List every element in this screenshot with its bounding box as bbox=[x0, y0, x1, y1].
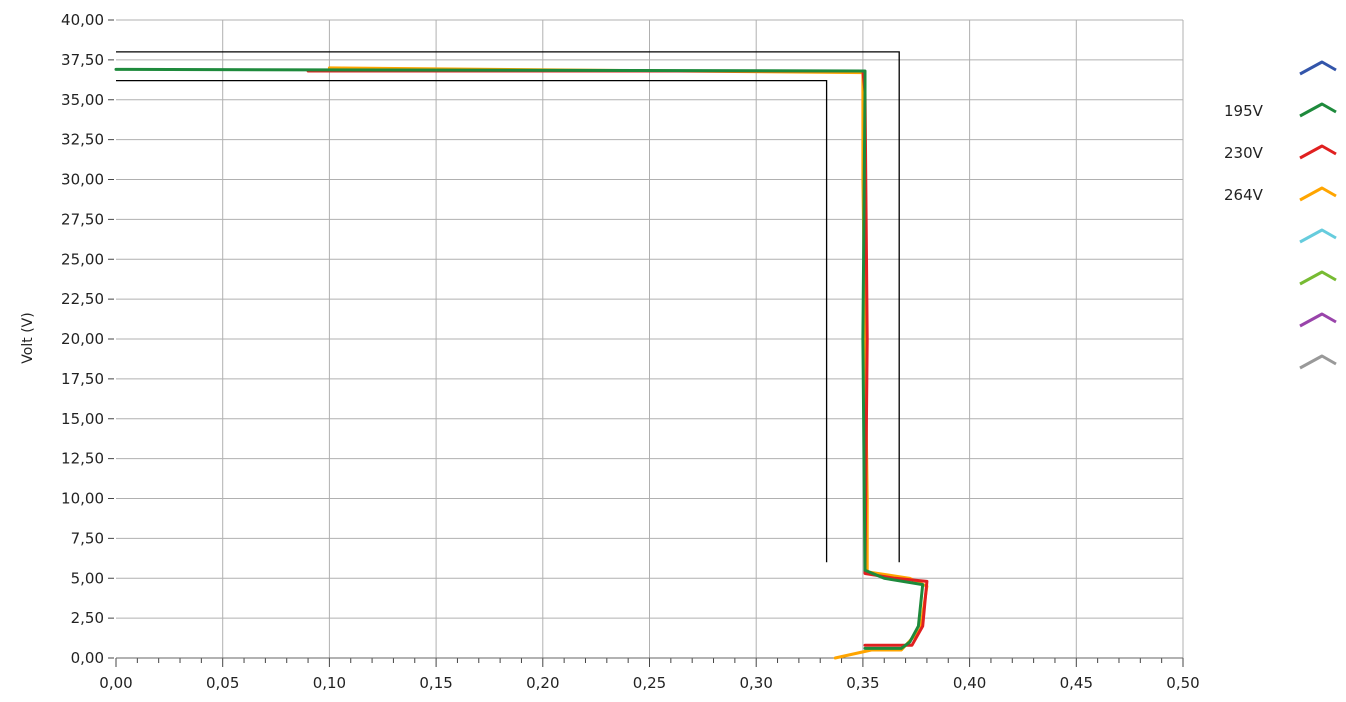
x-tick-label: 0,20 bbox=[526, 674, 559, 692]
y-tick-label: 35,00 bbox=[61, 91, 104, 109]
y-tick-label: 30,00 bbox=[61, 171, 104, 189]
y-tick-label: 20,00 bbox=[61, 330, 104, 348]
x-tick-label: 0,05 bbox=[206, 674, 239, 692]
series-line-195v bbox=[114, 67, 925, 650]
x-tick-label: 0,15 bbox=[419, 674, 452, 692]
y-tick-label: 32,50 bbox=[61, 131, 104, 149]
legend-label: 230V bbox=[1224, 144, 1264, 162]
grid bbox=[116, 19, 1184, 658]
legend-swatch-icon bbox=[1299, 186, 1337, 202]
legend: 195V 230V 264V bbox=[1224, 60, 1337, 370]
legend-label: 264V bbox=[1224, 186, 1264, 204]
x-tick-label: 0,25 bbox=[633, 674, 666, 692]
legend-swatch-icon bbox=[1299, 312, 1337, 328]
series-line-264v bbox=[327, 66, 929, 660]
y-axis-title: Volt (V) bbox=[20, 312, 36, 363]
series bbox=[114, 66, 929, 660]
y-tick-label: 7,50 bbox=[71, 529, 104, 547]
legend-swatch-icon bbox=[1299, 102, 1337, 118]
x-tick-label: 0,40 bbox=[953, 674, 986, 692]
legend-swatch-icon bbox=[1299, 228, 1337, 244]
x-tick-label: 0,35 bbox=[846, 674, 879, 692]
legend-swatch-icon bbox=[1299, 144, 1337, 160]
x-tick-label: 0,00 bbox=[99, 674, 132, 692]
y-tick-label: 2,50 bbox=[71, 609, 104, 627]
legend-label: 195V bbox=[1224, 102, 1264, 120]
limit-line bbox=[116, 79, 828, 563]
y-tick-label: 40,00 bbox=[61, 11, 104, 29]
limit-line bbox=[116, 51, 900, 563]
y-tick-label: 0,00 bbox=[71, 649, 104, 667]
limit-lines bbox=[116, 51, 900, 563]
y-tick-label: 17,50 bbox=[61, 370, 104, 388]
x-tick-label: 0,10 bbox=[313, 674, 346, 692]
legend-swatch-icon bbox=[1299, 354, 1337, 370]
y-tick-label: 15,00 bbox=[61, 410, 104, 428]
y-tick-label: 27,50 bbox=[61, 210, 104, 228]
y-tick-label: 37,50 bbox=[61, 51, 104, 69]
x-tick-label: 0,45 bbox=[1060, 674, 1093, 692]
axes: 0,00 2,50 5,00 7,50 10,00 12,50 15,00 17,50 20,0… bbox=[61, 11, 1200, 692]
y-tick-label: 10,00 bbox=[61, 490, 104, 508]
legend-swatch-icon bbox=[1299, 60, 1337, 76]
y-tick-label: 12,50 bbox=[61, 450, 104, 468]
y-tick-label: 22,50 bbox=[61, 290, 104, 308]
y-tick-label: 5,00 bbox=[71, 569, 104, 587]
x-tick-label: 0,30 bbox=[739, 674, 772, 692]
legend-swatch-icon bbox=[1299, 270, 1337, 286]
x-tick-label: 0,50 bbox=[1166, 674, 1199, 692]
y-tick-label: 25,00 bbox=[61, 250, 104, 268]
series-line-230v bbox=[306, 69, 929, 647]
